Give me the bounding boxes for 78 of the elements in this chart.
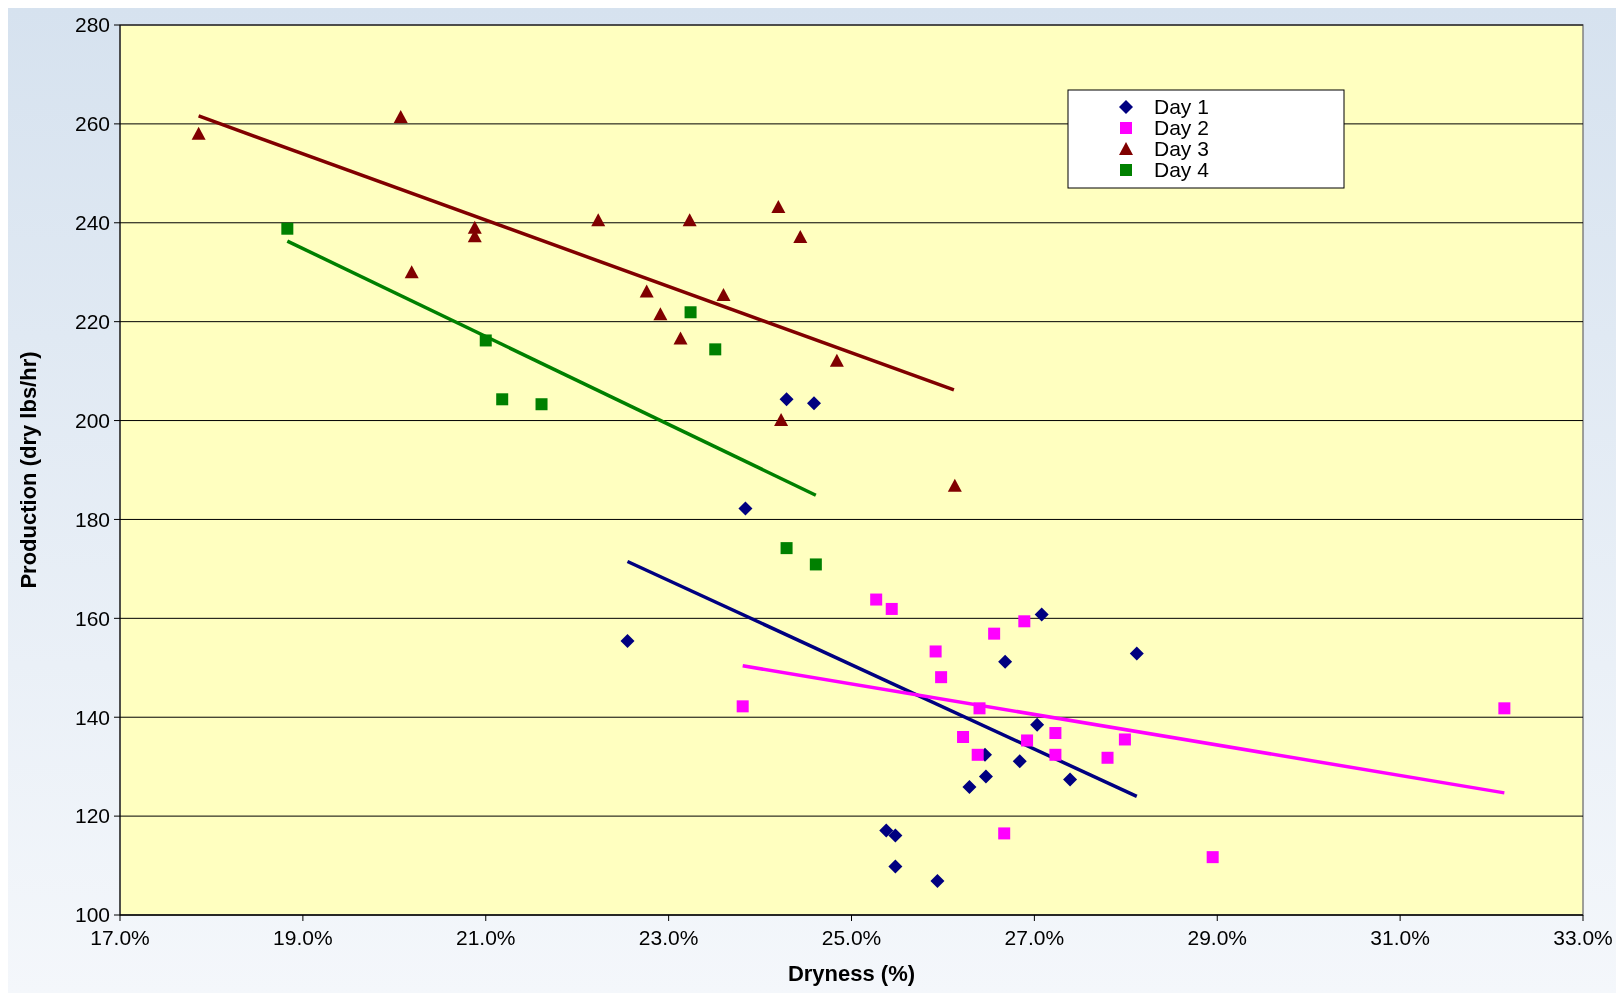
- y-axis-title: Production (dry lbs/hr): [16, 351, 41, 589]
- point: [957, 731, 970, 743]
- point: [1129, 646, 1144, 661]
- point: [393, 109, 408, 123]
- point: [888, 859, 903, 874]
- y-tick-label: 220: [74, 310, 110, 334]
- point: [709, 343, 722, 356]
- point: [829, 353, 844, 367]
- point: [793, 230, 808, 244]
- point: [1049, 748, 1062, 761]
- point: [1101, 751, 1114, 764]
- y-tick-label: 260: [74, 112, 110, 136]
- x-tick-label: 19.0%: [273, 926, 333, 949]
- x-tick-label: 29.0%: [1187, 926, 1248, 949]
- point: [496, 393, 509, 406]
- point: [1021, 734, 1034, 747]
- point: [780, 542, 793, 555]
- point: [885, 602, 898, 615]
- point: [620, 634, 635, 649]
- point: [736, 700, 749, 713]
- point: [935, 671, 948, 684]
- y-tick-label: 280: [74, 13, 110, 37]
- x-axis-title: Dryness (%): [787, 961, 916, 986]
- point: [738, 501, 753, 516]
- point: [682, 213, 697, 227]
- y-tick-label: 160: [74, 606, 110, 630]
- point: [1018, 615, 1031, 628]
- point: [673, 331, 688, 345]
- point: [973, 702, 986, 715]
- y-tick-label: 240: [74, 211, 110, 235]
- y-tick-label: 100: [74, 903, 110, 927]
- y-tick-label: 120: [74, 804, 110, 828]
- point: [479, 334, 492, 347]
- point: [535, 398, 548, 411]
- legend-label: Day 1: [1154, 95, 1209, 119]
- y-tick-label: 140: [74, 705, 110, 729]
- point: [716, 287, 731, 301]
- point: [971, 748, 984, 761]
- y-tick-label: 180: [74, 507, 110, 531]
- point: [639, 284, 654, 298]
- point: [779, 392, 794, 407]
- point: [962, 779, 977, 794]
- point: [1206, 851, 1219, 864]
- point: [684, 306, 697, 319]
- point: [774, 413, 789, 427]
- point: [888, 828, 903, 843]
- point: [809, 558, 822, 571]
- point: [947, 478, 962, 492]
- x-tick-label: 33.0%: [1553, 926, 1613, 949]
- y-tick-label: 200: [74, 408, 110, 432]
- point: [281, 222, 294, 235]
- point: [998, 827, 1011, 840]
- point: [870, 593, 883, 606]
- point: [978, 769, 993, 784]
- point: [1118, 733, 1131, 746]
- point: [988, 627, 1001, 640]
- point: [653, 307, 668, 321]
- point: [1030, 717, 1045, 732]
- point: [404, 265, 419, 279]
- point: [191, 126, 206, 140]
- point: [1034, 607, 1049, 622]
- x-tick-label: 31.0%: [1370, 926, 1430, 949]
- point: [591, 213, 606, 227]
- point: [807, 396, 822, 411]
- point: [998, 654, 1013, 669]
- point: [930, 873, 945, 888]
- point: [1498, 702, 1511, 715]
- x-tick-label: 23.0%: [638, 926, 699, 949]
- point: [929, 645, 942, 658]
- point: [1012, 754, 1027, 769]
- point: [771, 199, 786, 213]
- point: [879, 823, 894, 838]
- x-tick-label: 25.0%: [821, 926, 882, 949]
- x-tick-label: 21.0%: [455, 926, 516, 949]
- x-tick-label: 27.0%: [1004, 926, 1065, 949]
- point: [1049, 727, 1062, 740]
- x-tick-label: 17.0%: [90, 926, 150, 949]
- point: [1063, 772, 1078, 787]
